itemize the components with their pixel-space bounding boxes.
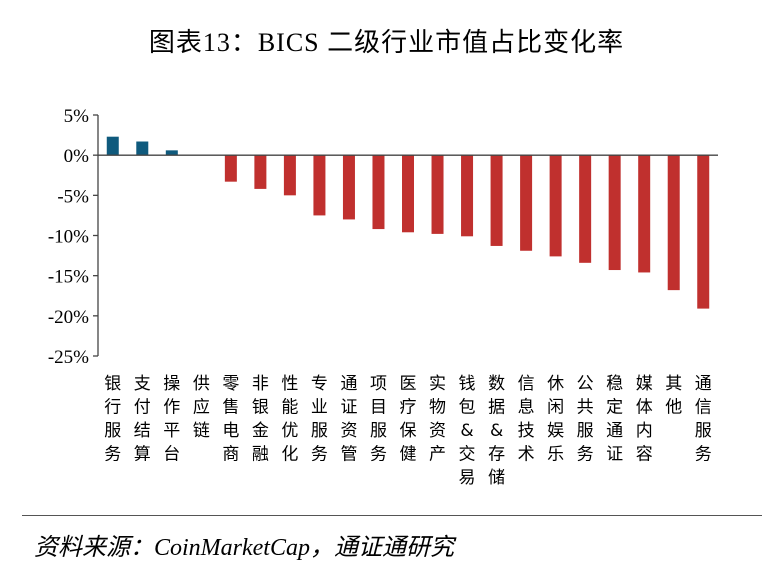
bar: [313, 155, 326, 216]
x-tick-label: 性能优化: [281, 374, 298, 465]
bar: [224, 155, 237, 182]
x-tick-label: 公共服务: [577, 374, 594, 465]
y-tick-label: -25%: [48, 347, 89, 368]
x-tick-label: 支付结算: [134, 374, 151, 465]
bar: [165, 150, 178, 156]
bar: [608, 155, 621, 271]
x-tick-label: 零售电商: [222, 374, 239, 465]
bar: [579, 155, 592, 263]
x-tick-label: 非银金融: [252, 374, 269, 465]
bar: [638, 155, 651, 273]
x-tick-label: 供应链: [193, 374, 210, 441]
bar: [667, 155, 680, 291]
bar: [372, 155, 385, 230]
bar: [697, 155, 710, 309]
chart-title: 图表13：BICS 二级行业市值占比变化率: [148, 28, 625, 57]
source-note: 资料来源：CoinMarketCap，通证通研究: [34, 535, 454, 561]
y-tick-label: 5%: [64, 106, 90, 127]
x-tick-label: 通信服务: [695, 374, 712, 465]
x-tick-label: 银行服务: [104, 374, 121, 465]
x-tick-label: 专业服务: [311, 374, 328, 465]
y-tick-label: -20%: [48, 307, 89, 328]
bar: [431, 155, 444, 234]
x-tick-label: 其他: [665, 374, 682, 418]
bar: [461, 155, 474, 237]
x-tick-label: 信息技术: [518, 374, 535, 465]
bar: [283, 155, 296, 196]
x-tick-label: 通证资管: [340, 374, 357, 465]
x-tick-label: 项目服务: [370, 374, 387, 465]
bar-chart: 5% 0% -5% -10% -15% -20% -25% 银行服务支付结算操作平台供应链零售…: [48, 106, 718, 488]
bar: [254, 155, 267, 189]
x-tick-label: 休闲娱乐: [547, 374, 564, 465]
divider: [22, 515, 762, 516]
bar: [342, 155, 355, 220]
y-tick-label: -15%: [48, 267, 89, 288]
bar: [402, 155, 414, 233]
x-tick-label: 操作平台: [163, 374, 180, 465]
x-tick-label: 稳定通证: [606, 374, 623, 465]
y-tick-label: -10%: [48, 227, 89, 248]
x-tick-label: 媒体内容: [636, 374, 653, 465]
bar: [106, 136, 119, 156]
x-tick-label: 数据&存储: [488, 374, 505, 488]
y-tick-label: 0%: [64, 146, 90, 167]
x-tick-label: 钱包&交易: [459, 374, 476, 488]
x-tick-label: 医疗保健: [400, 374, 417, 465]
y-tick-label: -5%: [57, 186, 89, 207]
bar: [520, 155, 533, 251]
bar: [490, 155, 503, 246]
bar: [136, 141, 149, 156]
bar: [549, 155, 562, 257]
x-tick-label: 实物资产: [429, 374, 446, 465]
